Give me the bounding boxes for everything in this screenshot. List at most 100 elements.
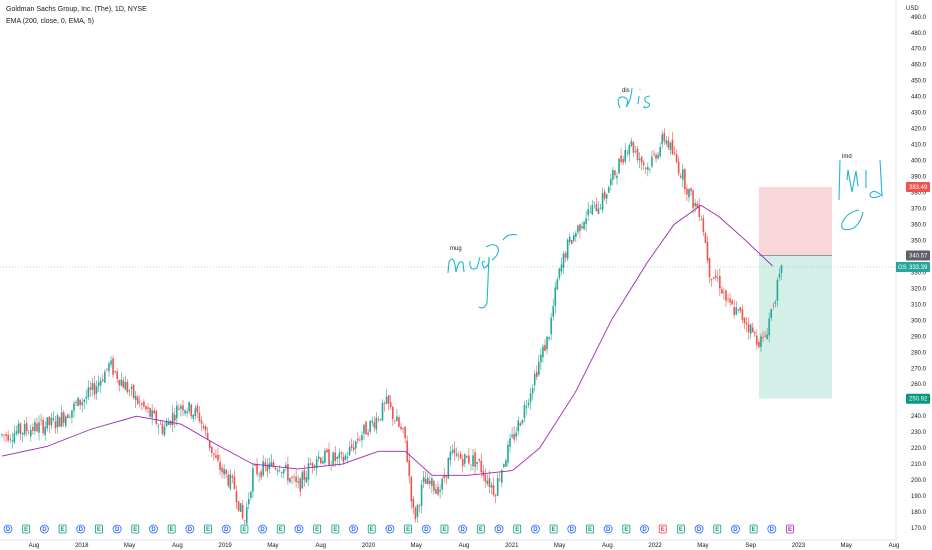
candle-body bbox=[227, 475, 230, 486]
candle-body bbox=[25, 423, 28, 432]
candle-body bbox=[136, 397, 139, 404]
earnings-label: E bbox=[170, 527, 174, 533]
earnings-marker[interactable] bbox=[367, 524, 376, 534]
dividend-marker[interactable] bbox=[39, 524, 49, 534]
candle-body bbox=[599, 207, 602, 209]
dividend-marker[interactable] bbox=[640, 524, 649, 534]
dividend-marker[interactable] bbox=[767, 524, 777, 534]
candle-body bbox=[780, 265, 783, 273]
earnings-marker[interactable] bbox=[22, 524, 31, 534]
earnings-marker[interactable] bbox=[749, 524, 758, 534]
earnings-marker[interactable] bbox=[513, 524, 522, 534]
candle-body bbox=[210, 446, 213, 453]
take-profit-zone[interactable] bbox=[759, 255, 832, 399]
dividend-label: D bbox=[42, 527, 47, 533]
dividend-marker[interactable] bbox=[185, 524, 195, 534]
candle-body bbox=[317, 456, 320, 459]
ema-indicator-label[interactable]: EMA (200, close, 0, EMA, 5) bbox=[6, 18, 94, 25]
candle-body bbox=[365, 421, 367, 435]
dividend-label: D bbox=[297, 527, 302, 533]
candle-body bbox=[696, 203, 698, 208]
candle-body bbox=[480, 460, 483, 473]
dividend-label: D bbox=[733, 527, 738, 533]
earnings-marker[interactable] bbox=[95, 524, 103, 534]
candle-body bbox=[307, 463, 310, 480]
candle-body bbox=[589, 211, 592, 213]
candle-body bbox=[628, 145, 631, 155]
dividend-marker[interactable] bbox=[294, 524, 304, 534]
symbol-title[interactable]: Goldman Sachs Group, Inc. (The), 1D, NYS… bbox=[6, 6, 147, 13]
earnings-marker[interactable] bbox=[786, 524, 794, 534]
earnings-marker[interactable] bbox=[713, 524, 722, 534]
dividend-marker[interactable] bbox=[530, 524, 540, 534]
time-tick-label: May bbox=[697, 543, 708, 549]
dividend-marker[interactable] bbox=[603, 524, 613, 534]
candle-body bbox=[324, 450, 326, 463]
earnings-marker[interactable] bbox=[549, 524, 558, 534]
candle-body bbox=[225, 469, 227, 475]
earnings-marker[interactable] bbox=[586, 524, 594, 534]
dividend-marker[interactable] bbox=[112, 524, 122, 534]
dividend-marker[interactable] bbox=[458, 524, 468, 534]
dividend-marker[interactable] bbox=[149, 524, 158, 534]
earnings-marker[interactable] bbox=[658, 524, 667, 534]
dividend-label: D bbox=[642, 527, 647, 533]
dividend-marker[interactable] bbox=[731, 524, 740, 534]
earnings-marker[interactable] bbox=[404, 524, 412, 534]
earnings-marker[interactable] bbox=[676, 524, 685, 534]
candle-body bbox=[591, 205, 594, 215]
earnings-label: E bbox=[242, 527, 246, 533]
earnings-marker[interactable] bbox=[331, 524, 340, 534]
earnings-marker[interactable] bbox=[131, 524, 140, 534]
stop-loss-zone[interactable] bbox=[759, 186, 832, 256]
candle-body bbox=[700, 219, 703, 220]
candle-body bbox=[577, 225, 579, 233]
candle-body bbox=[350, 444, 353, 448]
dividend-label: D bbox=[497, 527, 502, 533]
earnings-label: E bbox=[661, 527, 665, 533]
candle-body bbox=[79, 399, 81, 406]
candle-body bbox=[159, 424, 162, 425]
entry-price-tag: 340.57 bbox=[909, 254, 928, 260]
candle-body bbox=[161, 424, 164, 434]
dividend-marker[interactable] bbox=[3, 524, 13, 534]
candle-body bbox=[89, 387, 92, 390]
candle-body bbox=[93, 383, 96, 395]
dividend-marker[interactable] bbox=[221, 524, 231, 534]
candle-body bbox=[593, 201, 596, 203]
earnings-marker[interactable] bbox=[440, 524, 449, 534]
price-tick-label: 290.0 bbox=[911, 334, 927, 340]
candle-body bbox=[56, 415, 59, 428]
dividend-marker[interactable] bbox=[385, 524, 395, 534]
candle-body bbox=[601, 193, 604, 210]
earnings-marker[interactable] bbox=[204, 524, 212, 534]
candle-body bbox=[644, 167, 647, 169]
dividend-marker[interactable] bbox=[567, 524, 577, 534]
earnings-marker[interactable] bbox=[622, 524, 631, 534]
candle-body bbox=[387, 395, 390, 404]
dividend-marker[interactable] bbox=[694, 524, 704, 534]
dividend-marker[interactable] bbox=[76, 524, 86, 534]
candle-body bbox=[675, 154, 678, 162]
earnings-marker[interactable] bbox=[276, 524, 285, 534]
candle-body bbox=[527, 402, 530, 406]
candle-body bbox=[248, 499, 250, 505]
dividend-marker[interactable] bbox=[494, 524, 504, 534]
dividend-marker[interactable] bbox=[258, 524, 268, 534]
earnings-marker[interactable] bbox=[313, 524, 322, 534]
earnings-marker[interactable] bbox=[58, 524, 67, 534]
earnings-marker[interactable] bbox=[240, 524, 249, 534]
candle-body bbox=[231, 475, 234, 478]
candle-body bbox=[523, 405, 526, 419]
earnings-marker[interactable] bbox=[476, 524, 485, 534]
annotation-right-drawing bbox=[838, 159, 883, 231]
candle-body bbox=[342, 456, 345, 463]
earnings-marker[interactable] bbox=[167, 524, 176, 534]
candle-body bbox=[533, 373, 536, 386]
price-tick-label: 280.0 bbox=[911, 350, 927, 356]
dividend-marker[interactable] bbox=[349, 524, 358, 534]
dividend-marker[interactable] bbox=[421, 524, 431, 534]
candle-body bbox=[252, 467, 254, 492]
price-tick-label: 400.0 bbox=[911, 159, 927, 165]
